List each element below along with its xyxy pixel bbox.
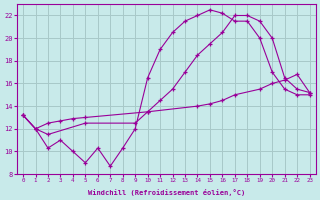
X-axis label: Windchill (Refroidissement éolien,°C): Windchill (Refroidissement éolien,°C) xyxy=(88,189,245,196)
